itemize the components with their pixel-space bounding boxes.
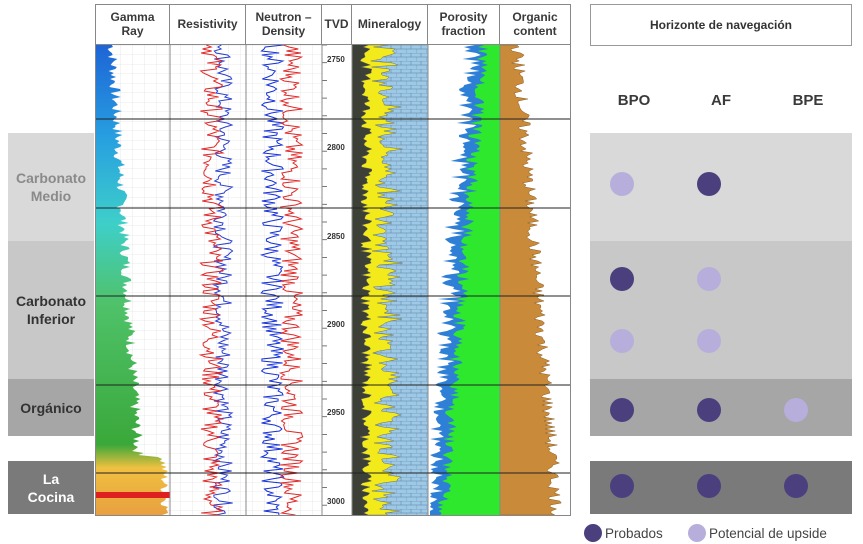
upside-dot-bpo [610, 329, 634, 353]
proven-dot-af [697, 172, 721, 196]
porosity-fill [430, 45, 500, 515]
upside-dot-bpe [784, 398, 808, 422]
density-curve [278, 45, 304, 515]
log-tracks [96, 45, 570, 515]
organic-fill [499, 45, 562, 515]
header-porosity: Porosity fraction [428, 4, 500, 44]
gamma-ray-curve [96, 45, 170, 515]
legend-proven: Probados [584, 524, 663, 542]
tvd-label-2900: 2900 [327, 320, 345, 329]
resistivity-grid [170, 45, 246, 515]
zone-carbonato-inferior: Carbonato Inferior [8, 241, 94, 379]
neutron-grid [246, 45, 322, 515]
tvd-label-2800: 2800 [327, 143, 345, 152]
proven-label: Probados [605, 525, 663, 541]
gamma-hot-band [96, 492, 170, 498]
header-resistivity: Resistivity [170, 4, 246, 44]
column-af: AF [711, 92, 731, 109]
proven-dot-bpo [610, 398, 634, 422]
organic-content-fill [499, 45, 562, 515]
proven-dot-af [697, 398, 721, 422]
zone-organico: Orgánico [8, 379, 94, 436]
proven-dot-bpe [784, 474, 808, 498]
zone-label: Carbonato Medio [16, 170, 86, 204]
header-gamma-ray: Gamma Ray [96, 4, 170, 44]
horizon-lines [96, 118, 570, 474]
neutron-density-curves [259, 45, 304, 515]
resistivity-shallow-curve [198, 45, 225, 515]
proven-dot-af [697, 474, 721, 498]
resistivity-curves [198, 45, 234, 515]
proven-dot-bpo [610, 267, 634, 291]
header-tvd: TVD [322, 4, 352, 44]
column-bpe: BPE [792, 92, 824, 109]
zone-label: Orgánico [20, 399, 82, 416]
zone-carbonato-medio: Carbonato Medio [8, 133, 94, 241]
navigation-title: Horizonte de navegación [590, 4, 852, 46]
column-bpo: BPO [617, 92, 651, 109]
upside-swatch [688, 524, 706, 542]
header-neutron-density: Neutron – Density [246, 4, 322, 44]
proven-swatch [584, 524, 602, 542]
tvd-label-2750: 2750 [327, 55, 345, 64]
upside-dot-af [697, 267, 721, 291]
tvd-label-3000: 3000 [327, 497, 345, 506]
zone-label: Carbonato Inferior [16, 293, 86, 327]
tvd-label-2850: 2850 [327, 232, 345, 241]
header-divider [95, 44, 571, 45]
zone-label: La Cocina [27, 470, 75, 505]
zone-la-cocina: La Cocina [8, 461, 94, 514]
upside-dot-af [697, 329, 721, 353]
tvd-ticks [322, 45, 327, 506]
upside-dot-bpo [610, 172, 634, 196]
legend-upside: Potencial de upside [688, 524, 827, 542]
mineralogy-fill [352, 45, 403, 515]
tvd-track [322, 45, 352, 515]
header-organic: Organic content [512, 10, 558, 38]
upside-label: Potencial de upside [709, 525, 827, 541]
gamma-fill [96, 45, 168, 515]
proven-dot-bpo [610, 474, 634, 498]
header-mineralogy: Mineralogy [352, 4, 428, 44]
sand-fill [359, 45, 403, 515]
tvd-label-2950: 2950 [327, 408, 345, 417]
porosity-fill-green [437, 45, 500, 515]
band-carbonato-inferior [590, 241, 852, 379]
band-carbonato-medio [590, 133, 852, 241]
